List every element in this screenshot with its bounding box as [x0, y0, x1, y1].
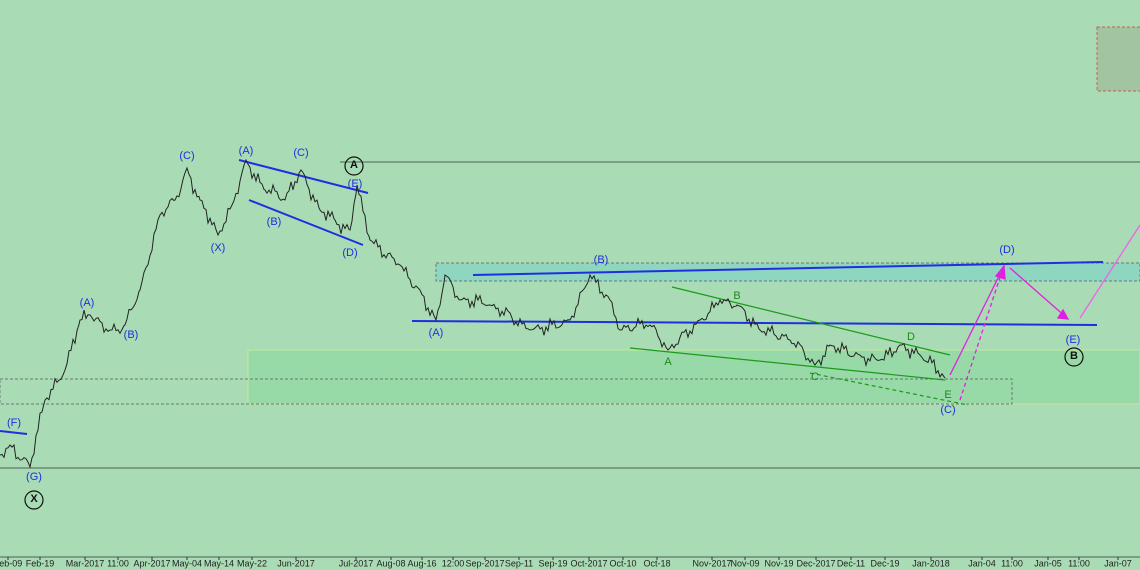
wave-label: (E) [1066, 334, 1081, 346]
x-tick-label: Jan-04 [968, 558, 996, 568]
x-tick-label: Oct-2017 [570, 558, 607, 568]
wave-circle [24, 490, 44, 510]
resistance-zone [435, 262, 1140, 282]
support-zone [247, 349, 1140, 405]
x-tick-label: May-22 [237, 558, 267, 568]
x-tick-label: Dec-19 [870, 558, 899, 568]
x-tick-label: May-04 [172, 558, 202, 568]
wave-label: (B) [594, 254, 609, 266]
dashed-zone [0, 378, 1013, 405]
x-tick-label: Sep-11 [505, 558, 533, 568]
x-tick-label: Jan-2018 [912, 558, 950, 568]
x-tick-label: Dec-11 [837, 558, 865, 568]
x-tick-label: Aug-08 [376, 558, 405, 568]
wave-label: B [733, 290, 740, 302]
x-tick-label: Nov-09 [730, 558, 759, 568]
wave-label: A [350, 159, 358, 171]
x-tick-label: Sep-2017 [465, 558, 504, 568]
wave-label: (C) [179, 150, 194, 162]
wave-label: (E) [348, 178, 363, 190]
x-tick-label: Nov-19 [764, 558, 793, 568]
wave-label: (C) [293, 147, 308, 159]
wave-label: D [907, 331, 915, 343]
wave-label: (C) [940, 404, 955, 416]
wave-label: (A) [429, 327, 444, 339]
wave-label: E [944, 389, 951, 401]
wave-label: (G) [26, 471, 42, 483]
x-tick-label: 11:00 [1068, 558, 1090, 568]
x-tick-label: Nov-2017 [692, 558, 731, 568]
wave-label: (B) [124, 329, 139, 341]
x-tick-label: Oct-18 [643, 558, 670, 568]
x-tick-label: Jun-2017 [277, 558, 315, 568]
x-tick-label: Jul-2017 [339, 558, 374, 568]
wave-label: (D) [999, 244, 1014, 256]
projection-arrows [949, 224, 1140, 401]
x-tick-label: May-14 [204, 558, 234, 568]
x-tick-label: Dec-2017 [796, 558, 835, 568]
x-tick-label: Feb-19 [26, 558, 55, 568]
wave-label: (B) [267, 216, 282, 228]
x-tick-label: Jan-07 [1104, 558, 1132, 568]
wave-circle [1064, 347, 1084, 367]
x-tick-label: Jan-05 [1034, 558, 1062, 568]
wave-label: B [1070, 350, 1078, 362]
x-tick-label: Feb-09 [0, 558, 22, 568]
wave-circle [344, 156, 364, 176]
x-tick-label: Sep-19 [538, 558, 567, 568]
x-tick-label: 11:00 [107, 558, 129, 568]
wave-label: (A) [80, 297, 95, 309]
wave-label: C [811, 371, 819, 383]
x-tick-label: Aug-16 [407, 558, 436, 568]
x-tick-label: 11:00 [1001, 558, 1023, 568]
x-tick-label: Oct-10 [609, 558, 636, 568]
wave-label: (F) [7, 417, 21, 429]
wave-label: (D) [342, 247, 357, 259]
wave-circles [24, 156, 1084, 510]
wave-label: (A) [239, 145, 254, 157]
x-tick-label: Mar-2017 [66, 558, 105, 568]
price-line [0, 158, 946, 469]
target-box [1096, 26, 1140, 92]
wave-label: A [664, 356, 672, 368]
x-tick-label: Apr-2017 [133, 558, 170, 568]
x-tick-label: 12:00 [442, 558, 465, 568]
wave-label: (X) [211, 242, 226, 254]
wave-label: X [30, 493, 38, 505]
